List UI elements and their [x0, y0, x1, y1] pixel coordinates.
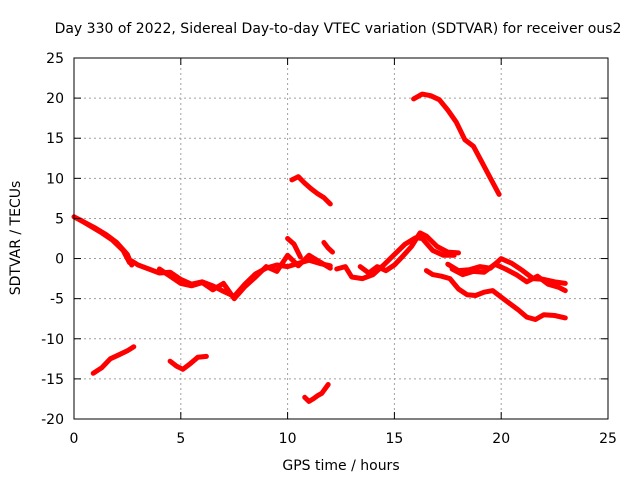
- series-trace-8: [302, 382, 331, 404]
- chart-title: Day 330 of 2022, Sidereal Day-to-day VTE…: [55, 21, 622, 37]
- ticks: [73, 57, 609, 420]
- x-tick-label: 20: [492, 431, 510, 447]
- y-axis-title: SDTVAR / TECUs: [8, 181, 24, 296]
- y-tick-label: -15: [41, 372, 64, 388]
- series-trace-14: [449, 261, 568, 294]
- series-trace-10: [357, 230, 461, 276]
- series-trace-7: [289, 174, 333, 207]
- x-tick-label: 15: [385, 431, 403, 447]
- y-tick-label: -20: [41, 412, 64, 428]
- y-tick-label: 25: [46, 51, 64, 67]
- x-tick-label: 5: [176, 431, 185, 447]
- y-tick-label: 5: [55, 211, 64, 227]
- x-tick-label: 25: [599, 431, 617, 447]
- y-tick-label: 15: [46, 131, 64, 147]
- series-trace-6: [167, 353, 209, 372]
- series-trace-4: [156, 252, 333, 302]
- series-trace-9: [334, 235, 457, 282]
- series-trace-12: [423, 268, 568, 322]
- x-axis-title: GPS time / hours: [282, 458, 399, 474]
- series-trace-2: [77, 217, 132, 266]
- y-tick-labels: -20 -15 -10 -5 0 5 10 15 20 25: [41, 51, 64, 428]
- x-tick-labels: 0 5 10 15 20 25: [70, 431, 617, 447]
- series-trace-15: [285, 236, 303, 260]
- y-tick-label: 10: [46, 171, 64, 187]
- series-trace-5: [90, 344, 137, 376]
- grid: [74, 58, 608, 419]
- series-trace-11: [411, 91, 502, 197]
- y-tick-label: -5: [50, 292, 64, 308]
- y-tick-label: 20: [46, 91, 64, 107]
- y-tick-label: -10: [41, 332, 64, 348]
- series-trace-16: [321, 240, 335, 255]
- y-tick-label: 0: [55, 252, 64, 268]
- x-tick-label: 10: [279, 431, 297, 447]
- x-tick-label: 0: [70, 431, 79, 447]
- plot-frame: [73, 57, 609, 420]
- series-layer: [71, 91, 568, 404]
